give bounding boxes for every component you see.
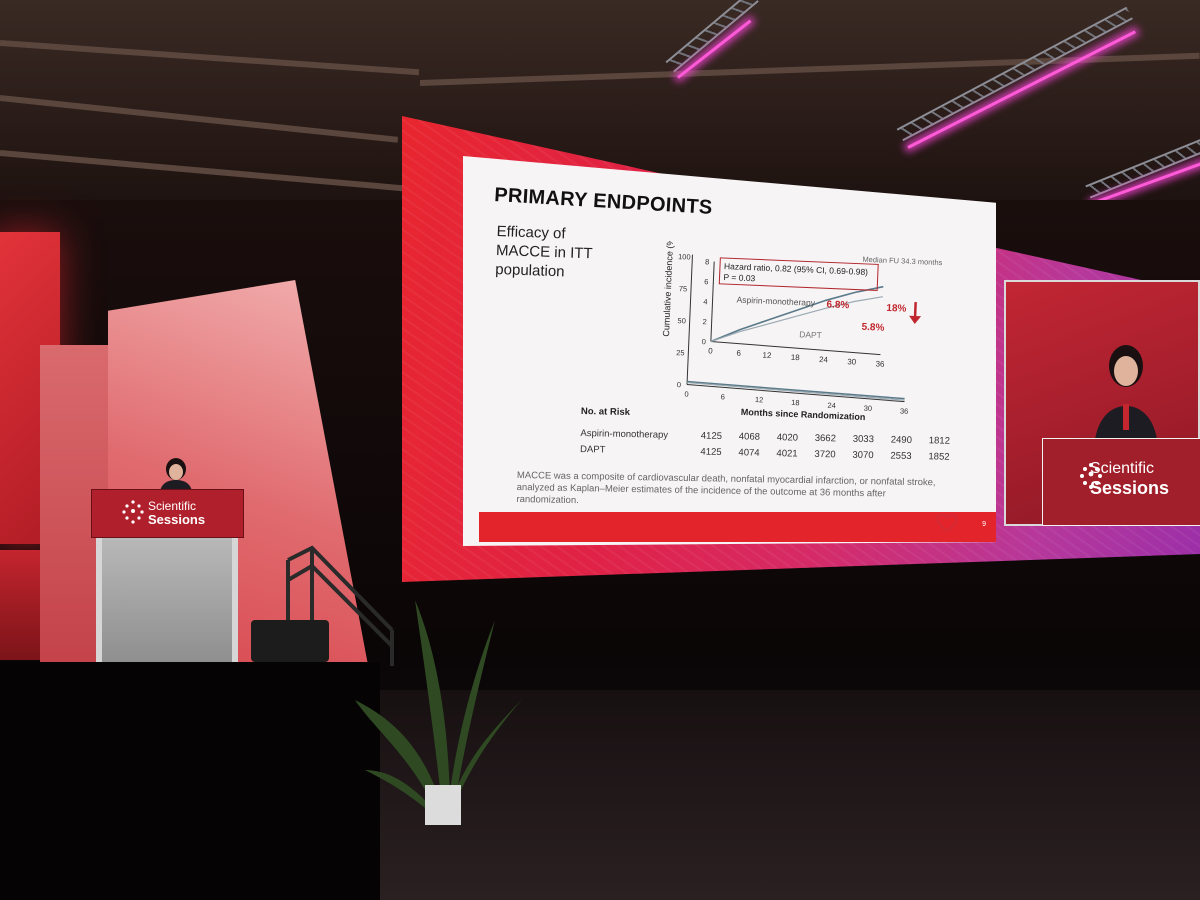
- inset-x-tick-label: 0: [708, 346, 713, 355]
- heart-logo-icon: [936, 513, 958, 532]
- podium-body: [96, 538, 238, 671]
- outer-x-tick-label: 0: [684, 389, 689, 398]
- inset-x-tick-label: 6: [736, 349, 741, 358]
- outer-dapt-curve: [687, 381, 905, 401]
- inset-y-tick-label: 4: [703, 297, 708, 306]
- inset-series: [710, 285, 884, 343]
- slide-title: PRIMARY ENDPOINTS: [493, 184, 714, 219]
- inset-y-axis: [710, 261, 715, 342]
- podium-brand-line-2: Sessions: [148, 512, 206, 527]
- speaker-video-person: [1094, 345, 1158, 448]
- outer-aspirin-curve: [687, 380, 905, 400]
- slide-footer-bar: 9: [479, 512, 996, 542]
- inset-y-tick-label: 0: [702, 337, 707, 346]
- outer-x-tick-labels: 0 6 12 18 24 30 36: [684, 389, 909, 415]
- left-side-panel: [0, 550, 40, 660]
- risk-cell: 1852: [928, 450, 950, 463]
- risk-cell: 4125: [700, 430, 723, 442]
- risk-cell: 4125: [700, 446, 722, 458]
- ceiling-beam: [0, 95, 399, 143]
- ceiling-beam: [0, 40, 420, 76]
- stage-monitor-speaker: [251, 620, 329, 662]
- risk-cell: 2553: [890, 449, 912, 462]
- risk-cell: 3720: [814, 448, 836, 460]
- risk-cell: 3662: [814, 432, 837, 444]
- aspirin-value-label: 6.8%: [826, 299, 849, 311]
- inset-y-tick-labels: 8 6 4 2 0: [702, 257, 710, 346]
- inset-x-tick-label: 24: [819, 355, 829, 364]
- inset-y-tick-label: 2: [702, 317, 707, 326]
- risk-cell: 4068: [738, 430, 761, 443]
- outer-y-tick-labels: 100 75 50 25 0: [676, 252, 691, 389]
- hazard-ratio-box: [718, 257, 879, 291]
- aspirin-curve: [710, 285, 884, 343]
- potted-plant: [355, 600, 530, 825]
- globe-dots-icon: [1080, 463, 1102, 489]
- inset-x-tick-label: 36: [875, 359, 885, 368]
- outer-x-tick-label: 36: [900, 406, 909, 415]
- brand-line-2: Sessions: [1090, 478, 1170, 498]
- outer-y-tick-label: 75: [679, 284, 688, 293]
- pink-light-strip: [907, 30, 1136, 149]
- globe-dots-icon: [122, 500, 144, 524]
- inset-x-tick-label: 18: [791, 353, 801, 362]
- outer-x-axis: [686, 384, 905, 403]
- outer-y-tick-label: 50: [677, 316, 686, 325]
- stage-front-skirt: [0, 662, 380, 900]
- outer-x-tick-label: 6: [721, 392, 726, 401]
- risk-row-label: Aspirin-monotherapy: [580, 427, 669, 441]
- risk-cell: 4074: [738, 446, 760, 459]
- inset-y-tick-label: 6: [704, 277, 709, 286]
- reduction-label: 18%: [886, 303, 907, 315]
- outer-x-tick-label: 30: [863, 404, 872, 413]
- inset-x-tick-label: 12: [762, 351, 772, 360]
- outer-y-tick-label: 100: [678, 252, 691, 262]
- speaker-video-screen: Scientific Sessions: [1004, 280, 1200, 526]
- slide-page-number: 9: [982, 521, 986, 528]
- y-axis-label: Cumulative incidence (%): [661, 241, 675, 337]
- podium-top: [91, 489, 244, 538]
- risk-cell: 4020: [776, 431, 799, 444]
- median-followup: Median FU 34.3 months: [862, 255, 943, 267]
- outer-y-axis: [686, 254, 693, 385]
- risk-cell: 1812: [928, 434, 951, 447]
- aspirin-series-label: Aspirin-monotherapy: [736, 295, 816, 308]
- risk-row-label: DAPT: [579, 443, 606, 456]
- down-arrow-icon: [909, 302, 922, 325]
- presentation-slide: PRIMARY ENDPOINTS Efficacy of MACCE in I…: [463, 156, 996, 546]
- risk-cell: 2490: [890, 433, 913, 446]
- outer-x-tick-label: 24: [827, 401, 836, 410]
- dapt-value-label: 5.8%: [861, 322, 884, 334]
- dapt-curve: [710, 296, 883, 343]
- dapt-series-label: DAPT: [799, 329, 822, 340]
- risk-cell: 3070: [852, 449, 874, 461]
- outer-x-tick-label: 12: [755, 395, 764, 404]
- number-at-risk-table: No. at Risk Aspirin-monotherapy 4125 406…: [580, 406, 961, 465]
- outer-y-tick-label: 25: [676, 348, 685, 357]
- outer-y-tick-label: 0: [677, 380, 682, 389]
- x-axis-label: Months since Randomization: [741, 407, 866, 421]
- lighting-truss: [665, 0, 759, 73]
- speaker-video-podium: [1042, 438, 1200, 526]
- p-value-text: P = 0.03: [723, 272, 755, 283]
- inset-y-tick-label: 8: [705, 257, 710, 266]
- inset-x-tick-label: 30: [847, 357, 857, 366]
- presenter-person: [160, 458, 192, 491]
- risk-cell: 4021: [776, 447, 798, 460]
- inset-x-axis: [710, 341, 881, 356]
- brand-line-1: Scientific: [1090, 460, 1155, 477]
- podium-brand-line-1: Scientific: [148, 499, 197, 513]
- slide-footnote: MACCE was a composite of cardiovascular …: [516, 470, 936, 507]
- lighting-truss: [896, 6, 1133, 142]
- outer-x-tick-label: 18: [791, 398, 800, 407]
- slide-subtitle: Efficacy of MACCE in ITT population: [495, 222, 593, 281]
- risk-cell: 3033: [852, 433, 875, 445]
- ceiling-beam: [0, 150, 419, 193]
- inset-x-tick-labels: 0 6 12 18 24 30 36: [708, 346, 885, 368]
